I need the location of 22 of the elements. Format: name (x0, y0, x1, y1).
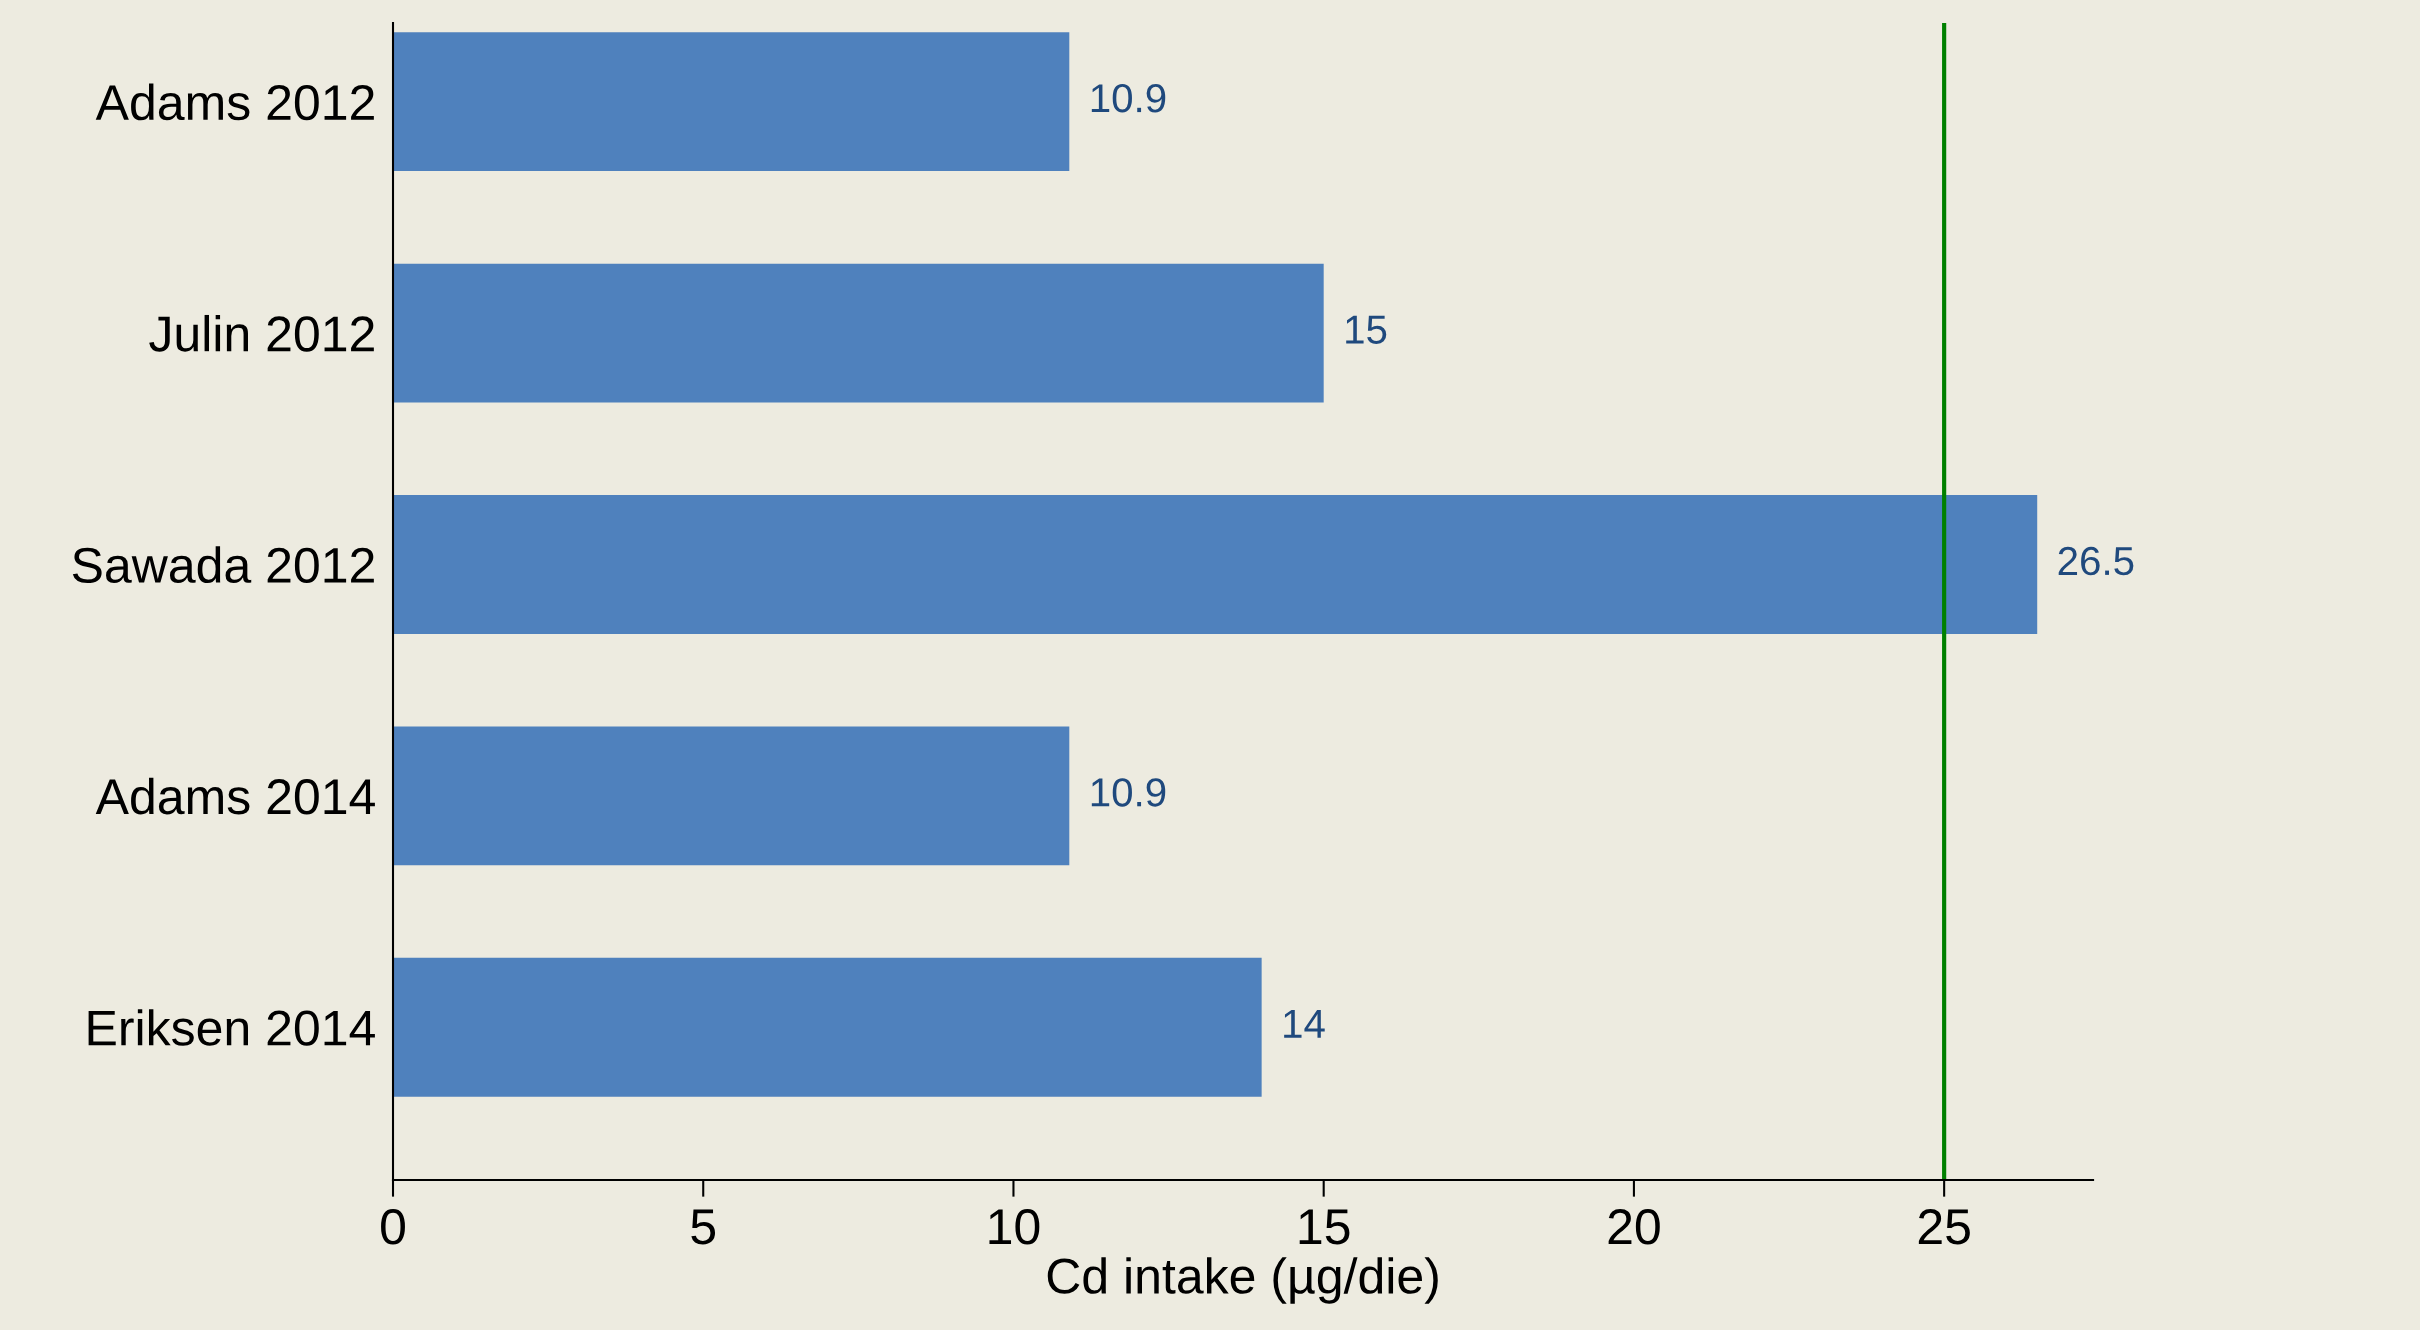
data-label: 14 (1284, 1009, 1325, 1038)
data-label: 10.9 (1091, 83, 1166, 113)
data-label: 10.9 (1091, 778, 1166, 807)
y-tick-label: Sawada 2012 (72, 546, 374, 584)
y-tick-label: Adams 2012 (95, 83, 374, 121)
x-tick-label: 25 (1918, 1209, 1970, 1245)
bar (393, 32, 1070, 172)
bar (393, 726, 1070, 866)
x-tick-label: 20 (1608, 1209, 1660, 1245)
y-tick-label: Adams 2014 (95, 777, 375, 815)
x-tick-label: 5 (691, 1209, 716, 1245)
x-axis-title: Cd intake (µg/die) (1047, 1257, 1438, 1304)
data-label: 15 (1346, 315, 1387, 344)
bar (393, 957, 1262, 1097)
x-tick-label: 15 (1299, 1209, 1350, 1245)
x-tick-label: 0 (381, 1209, 405, 1245)
bar (393, 263, 1324, 403)
x-tick-label: 10 (989, 1209, 1040, 1245)
bar (393, 495, 2038, 634)
data-label: 26.5 (2058, 546, 2134, 576)
y-tick-label: Eriksen 2014 (88, 1009, 375, 1046)
y-tick-label: Julin 2012 (149, 314, 374, 352)
